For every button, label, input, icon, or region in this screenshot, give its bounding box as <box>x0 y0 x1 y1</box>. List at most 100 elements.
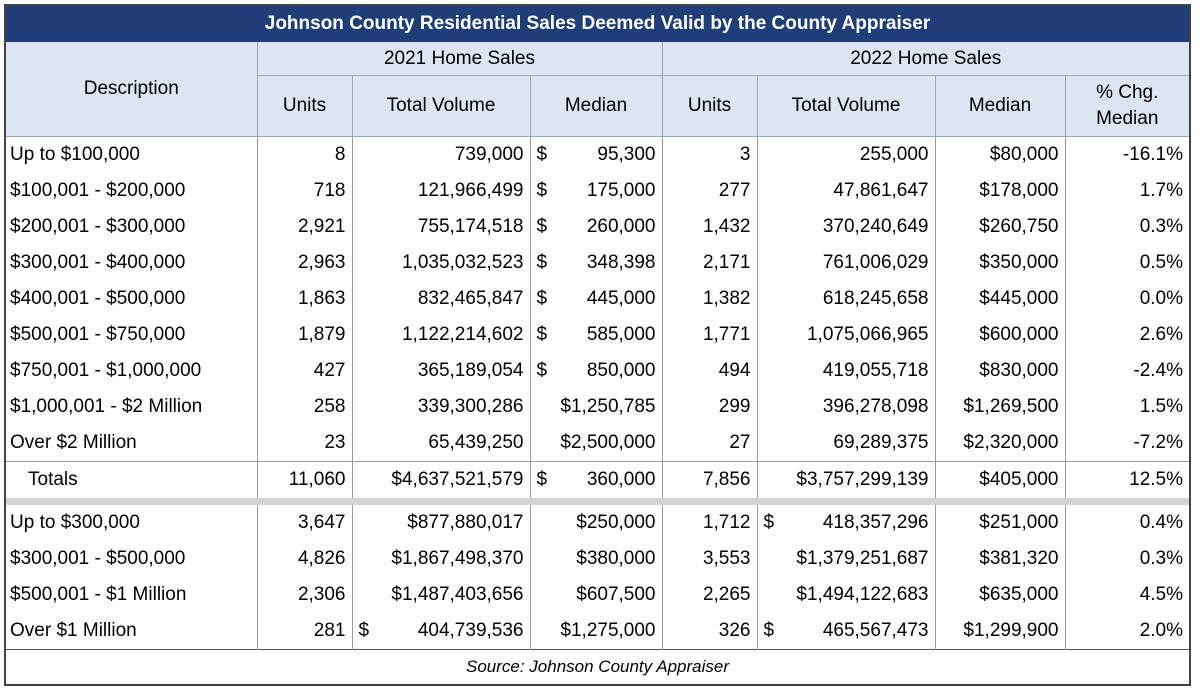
median-2021: $380,000 <box>529 541 663 577</box>
table-title: Johnson County Residential Sales Deemed … <box>4 4 1191 42</box>
median-2022: $251,000 <box>934 505 1066 541</box>
totals-section: Totals 11,060 $4,637,521,579 $360,000 7,… <box>4 461 1191 505</box>
median-2022: $635,000 <box>934 577 1066 613</box>
summary-row: Over $1 Million 281 $404,739,536 $1,275,000… <box>4 613 1191 650</box>
group-2021-header: 2021 Home Sales <box>256 41 663 76</box>
volume-2021-header: Total Volume <box>351 75 531 137</box>
totals-median-2021: $360,000 <box>529 461 663 498</box>
units-2022: 1,432 <box>661 209 758 245</box>
pct-chg-median: -2.4% <box>1064 353 1191 389</box>
volume-2021: 65,439,250 <box>351 425 531 462</box>
summary-row: Up to $300,000 3,647 $877,880,017 $250,000 1… <box>4 505 1191 541</box>
price-range-label: $300,001 - $500,000 <box>4 541 258 577</box>
volume-2022: 396,278,098 <box>756 389 936 425</box>
volume-2021: 739,000 <box>351 136 531 173</box>
price-range-label: Up to $100,000 <box>4 136 258 173</box>
median-2022: $600,000 <box>934 317 1066 353</box>
totals-row: Totals 11,060 $4,637,521,579 $360,000 7,… <box>4 461 1191 498</box>
units-2022: 1,771 <box>661 317 758 353</box>
price-range-label: $750,001 - $1,000,000 <box>4 353 258 389</box>
pct-chg-median: 0.5% <box>1064 245 1191 281</box>
table-row: $300,001 - $400,000 2,963 1,035,032,523 $34… <box>4 245 1191 281</box>
price-range-label: $100,001 - $200,000 <box>4 173 258 209</box>
units-2022: 3 <box>661 136 758 173</box>
currency-symbol: $ <box>763 512 775 533</box>
units-2021: 427 <box>256 353 353 389</box>
volume-2022: $1,379,251,687 <box>756 541 936 577</box>
volume-2022: 419,055,718 <box>756 353 936 389</box>
totals-volume-2021: $4,637,521,579 <box>351 461 531 498</box>
median-2021: $445,000 <box>529 281 663 317</box>
currency-symbol: $ <box>536 288 548 309</box>
table-row: $200,001 - $300,000 2,921 755,174,518 $260,… <box>4 209 1191 245</box>
pct-chg-median: 0.3% <box>1064 209 1191 245</box>
pct-chg-median: 2.6% <box>1064 317 1191 353</box>
volume-2021: 1,035,032,523 <box>351 245 531 281</box>
source-note: Source: Johnson County Appraiser <box>4 649 1191 686</box>
median-2022: $2,320,000 <box>934 425 1066 462</box>
pct-chg-median: 0.4% <box>1064 505 1191 541</box>
median-2022: $830,000 <box>934 353 1066 389</box>
median-2021: $348,398 <box>529 245 663 281</box>
pct-chg-median: 0.0% <box>1064 281 1191 317</box>
median-2022: $445,000 <box>934 281 1066 317</box>
median-2021-value: 260,000 <box>586 216 656 237</box>
volume-2022-value: 465,567,473 <box>822 620 929 641</box>
volume-2022: 761,006,029 <box>756 245 936 281</box>
median-2022: $80,000 <box>934 136 1066 173</box>
volume-2022-value: 418,357,296 <box>822 512 929 533</box>
median-2022: $1,269,500 <box>934 389 1066 425</box>
median-2021-value: 348,398 <box>586 252 656 273</box>
table-row: Over $2 Million 23 65,439,250 $2,500,000 27 6… <box>4 425 1191 462</box>
volume-2022: 618,245,658 <box>756 281 936 317</box>
units-2021: 23 <box>256 425 353 462</box>
totals-pct-chg: 12.5% <box>1064 461 1191 498</box>
volume-2021: 121,966,499 <box>351 173 531 209</box>
volume-2021: 755,174,518 <box>351 209 531 245</box>
price-range-label: $300,001 - $400,000 <box>4 245 258 281</box>
units-2022-header: Units <box>661 75 758 137</box>
group-2022-header: 2022 Home Sales <box>661 41 1191 76</box>
units-2022: 277 <box>661 173 758 209</box>
median-2021: $607,500 <box>529 577 663 613</box>
volume-2021: $1,867,498,370 <box>351 541 531 577</box>
units-2021: 718 <box>256 173 353 209</box>
totals-median-2021-value: 360,000 <box>586 469 656 490</box>
volume-2021: 1,122,214,602 <box>351 317 531 353</box>
units-2022: 1,382 <box>661 281 758 317</box>
median-2022-header: Median <box>934 75 1066 137</box>
volume-2022: $465,567,473 <box>756 613 936 650</box>
sales-table-container: Johnson County Residential Sales Deemed … <box>4 4 1192 686</box>
median-2021: $260,000 <box>529 209 663 245</box>
units-2022: 299 <box>661 389 758 425</box>
summary-rows: Up to $300,000 3,647 $877,880,017 $250,000 1… <box>4 505 1191 650</box>
totals-median-2022: $405,000 <box>934 461 1066 498</box>
price-range-label: $500,001 - $750,000 <box>4 317 258 353</box>
units-2021: 281 <box>256 613 353 650</box>
units-2021: 2,921 <box>256 209 353 245</box>
description-header: Description <box>4 41 258 137</box>
median-2021-value: 445,000 <box>586 288 656 309</box>
price-range-rows: Up to $100,000 8 739,000 $95,300 3 255,000 $80… <box>4 136 1191 462</box>
currency-symbol: $ <box>536 324 548 345</box>
median-2021: $175,000 <box>529 173 663 209</box>
currency-symbol: $ <box>536 216 548 237</box>
table-row: $500,001 - $750,000 1,879 1,122,214,602 $58… <box>4 317 1191 353</box>
currency-symbol: $ <box>536 144 548 165</box>
table-row: Up to $100,000 8 739,000 $95,300 3 255,000 $80… <box>4 136 1191 173</box>
units-2021: 4,826 <box>256 541 353 577</box>
median-2021-value: 850,000 <box>586 360 656 381</box>
price-range-label: Over $2 Million <box>4 425 258 462</box>
median-2021: $95,300 <box>529 136 663 173</box>
pct-chg-median: 0.3% <box>1064 541 1191 577</box>
units-2021: 2,963 <box>256 245 353 281</box>
pct-chg-median: -7.2% <box>1064 425 1191 462</box>
volume-2021: $877,880,017 <box>351 505 531 541</box>
volume-2022: 370,240,649 <box>756 209 936 245</box>
currency-symbol: $ <box>763 620 775 641</box>
units-2021: 2,306 <box>256 577 353 613</box>
volume-2021: 339,300,286 <box>351 389 531 425</box>
volume-2021: $404,739,536 <box>351 613 531 650</box>
units-2021: 258 <box>256 389 353 425</box>
totals-units-2022: 7,856 <box>661 461 758 498</box>
